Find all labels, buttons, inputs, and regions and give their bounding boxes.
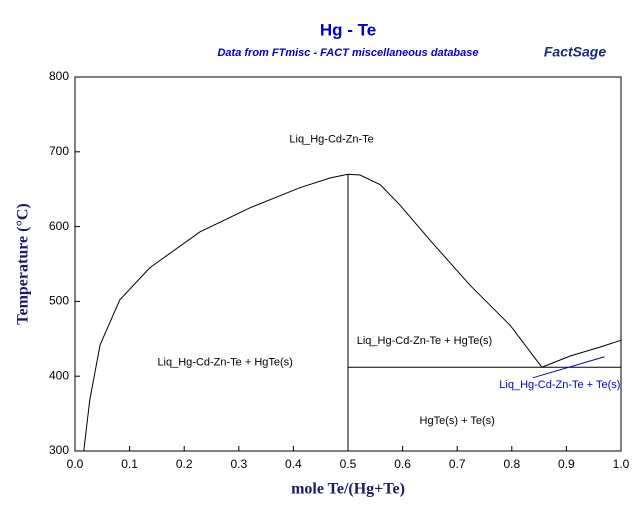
annotation: Liq_Hg-Cd-Zn-Te + Te(s) (499, 379, 620, 391)
x-tick-label: 0.8 (503, 457, 520, 471)
x-tick-label: 0.2 (176, 457, 193, 471)
phase-boundary (532, 356, 605, 379)
x-tick-label: 1.0 (613, 457, 630, 471)
x-tick-label: 0.9 (558, 457, 575, 471)
y-tick-label: 700 (49, 144, 69, 158)
x-tick-label: 0.1 (121, 457, 138, 471)
y-tick-label: 400 (49, 368, 69, 382)
annotation: Liq_Hg-Cd-Zn-Te + HgTe(s) (357, 335, 492, 347)
chart-title: Hg - Te (320, 20, 376, 39)
logo: FactSage (544, 44, 606, 60)
y-tick-label: 800 (49, 69, 69, 83)
y-tick-label: 600 (49, 219, 69, 233)
phase-boundary (347, 173, 543, 368)
x-axis-label: mole Te/(Hg+Te) (291, 481, 405, 498)
y-tick-label: 300 (49, 443, 69, 457)
phase-boundary (541, 339, 622, 368)
phase-boundary (83, 173, 349, 452)
x-tick-label: 0.6 (394, 457, 411, 471)
x-tick-label: 0.5 (340, 457, 357, 471)
x-tick-label: 0.7 (449, 457, 466, 471)
y-tick-label: 500 (49, 294, 69, 308)
chart-subtitle: Data from FTmisc - FACT miscellaneous da… (217, 47, 478, 59)
annotation: HgTe(s) + Te(s) (420, 415, 495, 427)
annotation: Liq_Hg-Cd-Zn-Te + HgTe(s) (157, 357, 292, 369)
annotation: Liq_Hg-Cd-Zn-Te (289, 134, 373, 146)
x-tick-label: 0.0 (67, 457, 84, 471)
y-axis-label: Temperature (°C) (15, 203, 32, 324)
x-tick-label: 0.3 (230, 457, 247, 471)
x-tick-label: 0.4 (285, 457, 302, 471)
